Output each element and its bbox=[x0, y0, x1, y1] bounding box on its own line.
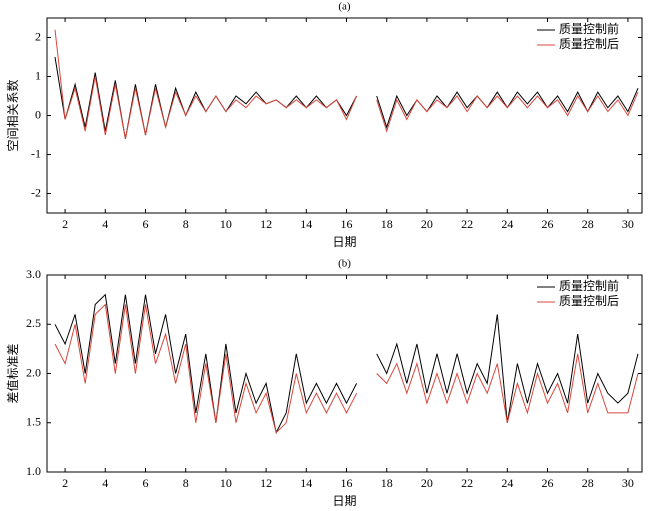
y-tick-label: -1 bbox=[31, 146, 41, 160]
legend-label: 质量控制前 bbox=[559, 278, 619, 293]
y-tick-label: 1 bbox=[35, 68, 41, 82]
x-axis-label: 日期 bbox=[332, 494, 356, 508]
x-tick-label: 22 bbox=[461, 217, 473, 231]
x-tick-label: 2 bbox=[62, 217, 68, 231]
y-tick-label: -2 bbox=[31, 185, 41, 199]
x-tick-label: 20 bbox=[421, 217, 433, 231]
y-axis-label: 空间相关系数 bbox=[5, 79, 20, 151]
x-tick-label: 12 bbox=[260, 476, 272, 490]
x-tick-label: 26 bbox=[542, 476, 554, 490]
y-axis-label: 差值标准差 bbox=[5, 343, 20, 403]
x-tick-label: 18 bbox=[381, 217, 393, 231]
x-axis-label: 日期 bbox=[332, 235, 356, 249]
panel-title: (b) bbox=[338, 258, 351, 270]
series-line bbox=[54, 303, 639, 434]
x-tick-label: 28 bbox=[582, 476, 594, 490]
x-tick-label: 24 bbox=[501, 476, 513, 490]
x-tick-label: 24 bbox=[501, 217, 513, 231]
x-tick-label: 10 bbox=[220, 217, 232, 231]
x-tick-label: 14 bbox=[300, 476, 312, 490]
x-tick-label: 28 bbox=[582, 217, 594, 231]
y-tick-label: 1.0 bbox=[26, 464, 41, 478]
plot-frame bbox=[46, 17, 643, 214]
x-tick-label: 8 bbox=[183, 476, 189, 490]
x-tick-label: 6 bbox=[142, 217, 148, 231]
y-tick-label: 2.5 bbox=[26, 316, 41, 330]
x-tick-label: 18 bbox=[381, 476, 393, 490]
legend-label: 质量控制后 bbox=[559, 37, 619, 51]
x-tick-label: 8 bbox=[183, 217, 189, 231]
x-tick-label: 16 bbox=[341, 217, 353, 231]
x-tick-label: 26 bbox=[542, 217, 554, 231]
x-tick-label: 16 bbox=[341, 476, 353, 490]
y-tick-label: 2.0 bbox=[26, 365, 41, 379]
panel-title: (a) bbox=[338, 1, 351, 13]
y-tick-label: 3.0 bbox=[26, 267, 41, 281]
series-line bbox=[54, 56, 639, 139]
x-tick-label: 2 bbox=[62, 476, 68, 490]
x-tick-label: 14 bbox=[300, 217, 312, 231]
y-tick-label: 0 bbox=[35, 107, 41, 121]
y-tick-label: 1.5 bbox=[26, 415, 41, 429]
x-tick-label: 6 bbox=[142, 476, 148, 490]
series-line bbox=[54, 29, 639, 139]
x-tick-label: 20 bbox=[421, 476, 433, 490]
legend-label: 质量控制后 bbox=[559, 294, 619, 308]
plot-frame bbox=[46, 274, 643, 473]
x-tick-label: 10 bbox=[220, 476, 232, 490]
x-tick-label: 4 bbox=[102, 476, 108, 490]
x-tick-label: 30 bbox=[622, 217, 634, 231]
legend-label: 质量控制前 bbox=[559, 21, 619, 36]
x-tick-label: 22 bbox=[461, 476, 473, 490]
y-tick-label: 2 bbox=[35, 29, 41, 43]
x-tick-label: 12 bbox=[260, 217, 272, 231]
x-tick-label: 4 bbox=[102, 217, 108, 231]
x-tick-label: 30 bbox=[622, 476, 634, 490]
